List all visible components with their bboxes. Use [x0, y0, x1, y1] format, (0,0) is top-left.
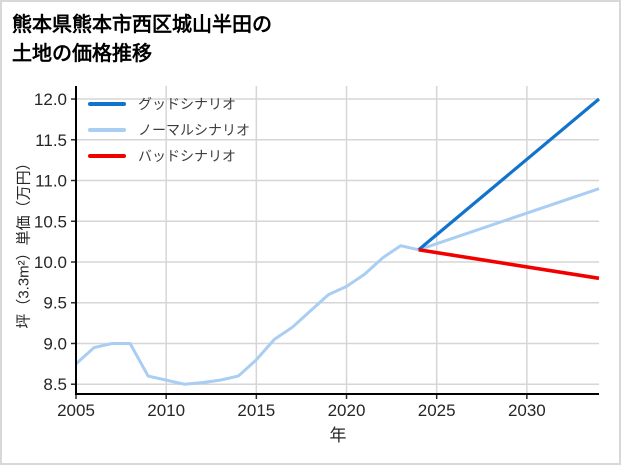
- x-tick-label: 2010: [147, 401, 185, 420]
- legend-item-normal-scenario: ノーマルシナリオ: [88, 121, 250, 138]
- legend-swatch-good-scenario: [88, 101, 126, 106]
- y-tick-label: 12.0: [34, 90, 67, 109]
- x-tick-label: 2015: [237, 401, 275, 420]
- good-scenario-line: [417, 97, 601, 252]
- x-tick-label: 2020: [328, 401, 366, 420]
- legend-swatch-bad-scenario: [88, 153, 126, 158]
- chart-title-line2: 土地の価格推移: [12, 43, 152, 65]
- legend-swatch-normal-scenario: [88, 127, 126, 132]
- bad-scenario-line: [418, 247, 600, 281]
- x-tick-label: 2025: [418, 401, 456, 420]
- legend-label: ノーマルシナリオ: [138, 121, 250, 138]
- legend-item-good-scenario: グッドシナリオ: [88, 95, 250, 112]
- legend-label: グッドシナリオ: [138, 95, 236, 112]
- y-tick-label: 8.5: [43, 375, 67, 394]
- x-axis-label: 年: [329, 426, 347, 445]
- normal-scenario-line: [74, 187, 600, 386]
- legend: グッドシナリオ ノーマルシナリオ バッドシナリオ: [88, 95, 250, 164]
- x-tick-label: 2030: [508, 401, 546, 420]
- x-tick-label: 2005: [57, 401, 95, 420]
- y-axis-label: 坪（3.3m²）単価（万円）: [15, 155, 33, 329]
- y-tick-label: 11.5: [35, 131, 67, 150]
- chart-title-line1: 熊本県熊本市西区城山半田の: [12, 14, 272, 36]
- y-tick-label: 9.0: [43, 334, 67, 353]
- legend-item-bad-scenario: バッドシナリオ: [88, 147, 250, 164]
- y-tick-label: 10.0: [34, 253, 67, 272]
- chart-title: 熊本県熊本市西区城山半田の 土地の価格推移: [12, 11, 272, 69]
- legend-label: バッドシナリオ: [138, 147, 236, 164]
- y-tick-label: 9.5: [43, 294, 67, 313]
- y-tick-label: 10.5: [34, 212, 67, 231]
- y-tick-label: 11.0: [35, 172, 67, 191]
